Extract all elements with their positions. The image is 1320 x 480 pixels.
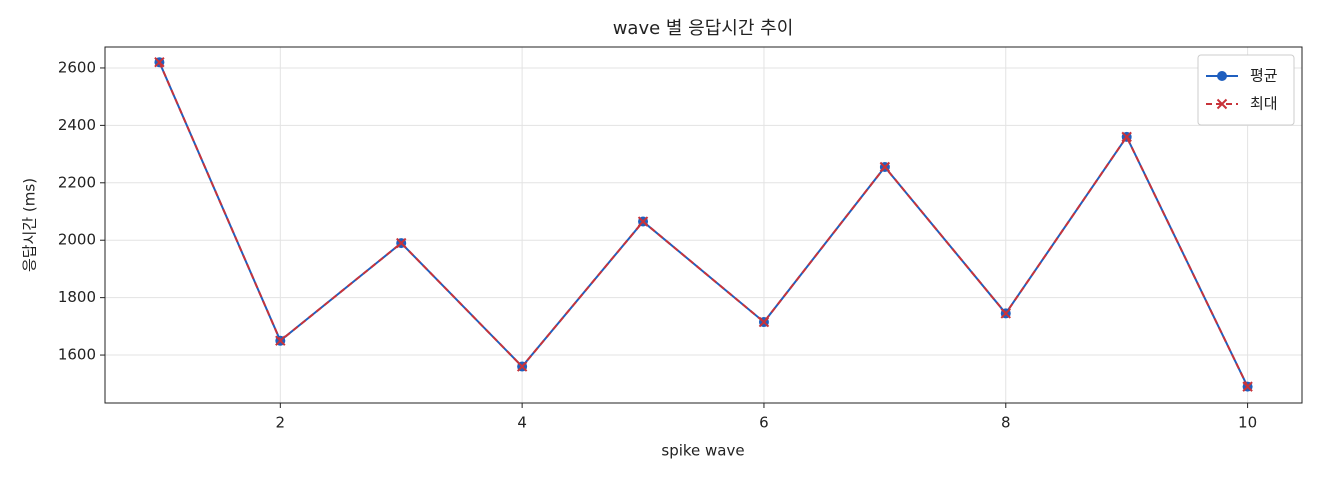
legend-marker: [1217, 71, 1227, 81]
x-tick-label: 8: [1001, 414, 1011, 432]
data-point: [516, 361, 528, 372]
y-tick-label: 2600: [58, 58, 96, 76]
plot-frame: [104, 46, 1303, 404]
data-point: [637, 216, 649, 227]
data-point: [275, 335, 286, 346]
y-tick-label: 2000: [58, 231, 96, 249]
x-axis-label: spike wave: [661, 442, 744, 460]
data-point: [1121, 131, 1132, 143]
x-tick-label: 6: [759, 414, 769, 432]
legend-label: 최대: [1250, 95, 1278, 113]
x-tick-label: 4: [517, 414, 527, 432]
chart-title: wave 별 응답시간 추이: [613, 18, 794, 39]
x-tick-label: 2: [276, 414, 286, 432]
data-point: [758, 316, 770, 328]
y-axis-label: 응답시간 (ms): [21, 178, 39, 272]
x-tick-label: 10: [1238, 414, 1257, 432]
data-point: [154, 57, 165, 68]
data-point: [1000, 308, 1011, 319]
y-tick-label: 1600: [58, 346, 96, 364]
series-line: [158, 61, 1249, 388]
y-tick-label: 1800: [58, 288, 96, 306]
data-point: [396, 237, 407, 249]
data-point: [1242, 381, 1253, 392]
y-tick-label: 2400: [58, 116, 96, 134]
legend-label: 평균: [1250, 67, 1278, 85]
y-tick-label: 2200: [58, 173, 96, 191]
legend-marker: [1216, 98, 1228, 110]
data-point: [879, 161, 891, 173]
legend-box: [1197, 54, 1295, 126]
series-line: [158, 61, 1249, 388]
